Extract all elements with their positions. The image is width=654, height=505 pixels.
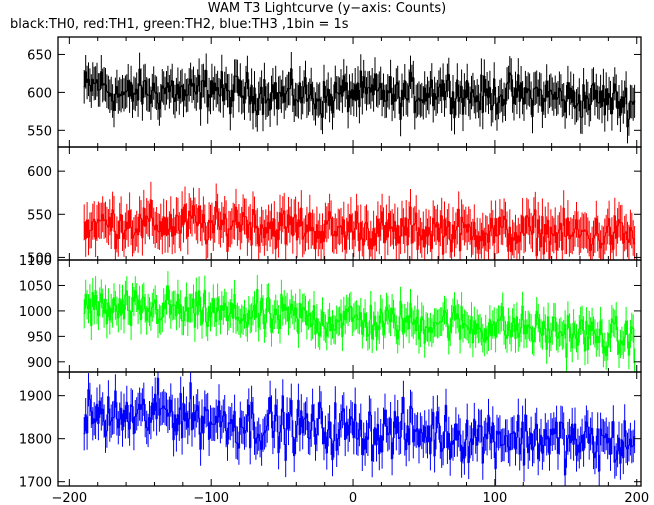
y-tick-label: 650 (27, 48, 52, 63)
panel-th0: 550 600 650 (27, 36, 642, 148)
y-tick-label: 550 (27, 124, 52, 139)
y-tick-label: 1050 (19, 279, 52, 294)
x-tick-label: −100 (193, 491, 229, 505)
x-tick-label: 0 (349, 491, 357, 505)
series-line-th0 (83, 52, 636, 144)
y-tick-label: 900 (27, 356, 52, 371)
y-tick-label: 550 (27, 208, 52, 223)
y-tick-label: 1900 (19, 390, 52, 405)
series-line-th1 (83, 181, 636, 260)
y-tick-label: 1800 (19, 433, 52, 448)
y-tick-label: 1700 (19, 476, 52, 491)
y-tick-label: 1100 (19, 254, 52, 269)
panel-th2: 900 950 1000 1050 1100 (19, 254, 642, 373)
series-line-th3 (83, 372, 636, 486)
series-line-th2 (83, 271, 636, 372)
x-axis: −200 −100 0 100 200 (51, 491, 649, 505)
x-tick-label: −200 (51, 491, 87, 505)
y-tick-label: 1000 (19, 305, 52, 320)
x-tick-label: 100 (482, 491, 507, 505)
y-tick-label: 600 (27, 86, 52, 101)
chart-subtitle: black:TH0, red:TH1, green:TH2, blue:TH3 … (10, 17, 349, 32)
y-tick-label: 500 (27, 251, 52, 266)
panel-frame (57, 371, 642, 487)
x-tick-label: 200 (624, 491, 649, 505)
panel-th3: 1700 1800 1900 (19, 371, 642, 491)
panels-layer: 550 600 650 500 550 600 900 950 1000 1050 1100 1700… (19, 36, 642, 491)
y-tick-label: 950 (27, 330, 52, 345)
y-tick-label: 600 (27, 165, 52, 180)
panel-th1: 500 550 600 (27, 146, 642, 266)
chart-title: WAM T3 Lightcurve (y−axis: Counts) (207, 1, 447, 16)
